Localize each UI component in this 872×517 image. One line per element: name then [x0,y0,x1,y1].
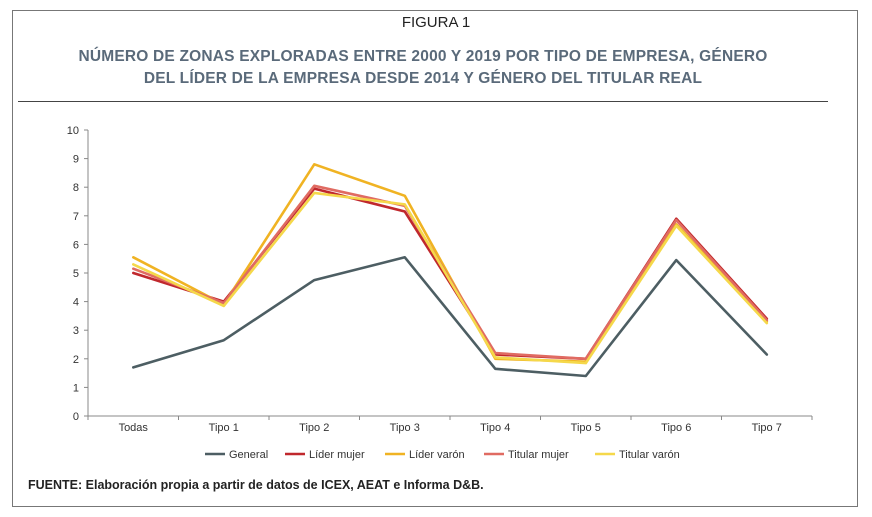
series-line-general [132,255,769,378]
source-note: FUENTE: Elaboración propia a partir de d… [28,478,484,492]
y-tick-label: 2 [73,354,79,366]
y-tick-label: 4 [73,297,79,309]
figure-frame [12,10,858,507]
y-tick-label: 5 [73,268,79,280]
y-tick-label: 7 [73,211,79,223]
figure-title-line-2: DEL LÍDER DE LA EMPRESA DESDE 2014 Y GÉN… [143,70,703,87]
series-line-lider-mujer [132,187,769,361]
x-tick-label: Tipo 1 [209,422,239,434]
series-line-titular-mujer [132,184,769,361]
legend-label: Líder varón [409,449,465,461]
figure-title: NÚMERO DE ZONAS EXPLORADAS ENTRE 2000 Y … [20,46,826,90]
x-tick-label: Tipo 3 [390,422,420,434]
y-tick-label: 0 [73,411,79,423]
x-tick-label: Tipo 5 [571,422,601,434]
y-tick-label: 9 [73,154,79,166]
series-line-titular-varon [132,191,769,365]
y-tick-label: 3 [73,325,79,337]
y-tick-label: 1 [73,382,79,394]
series-line-lider-varon [132,163,769,364]
x-tick-label: Todas [119,422,149,434]
y-tick-label: 10 [67,125,79,137]
legend-label: Titular varón [619,449,680,461]
figure-label: FIGURA 1 [401,14,471,31]
x-tick-label: Tipo 4 [480,422,510,434]
legend-label: General [229,449,268,461]
legend-label: Líder mujer [309,449,365,461]
title-divider [18,101,828,102]
legend-label: Titular mujer [508,449,569,461]
x-tick-label: Tipo 2 [299,422,329,434]
figure-title-line-1: NÚMERO DE ZONAS EXPLORADAS ENTRE 2000 Y … [78,48,768,65]
x-tick-label: Tipo 6 [661,422,691,434]
x-tick-label: Tipo 7 [752,422,782,434]
y-tick-label: 6 [73,239,79,251]
y-tick-label: 8 [73,182,79,194]
